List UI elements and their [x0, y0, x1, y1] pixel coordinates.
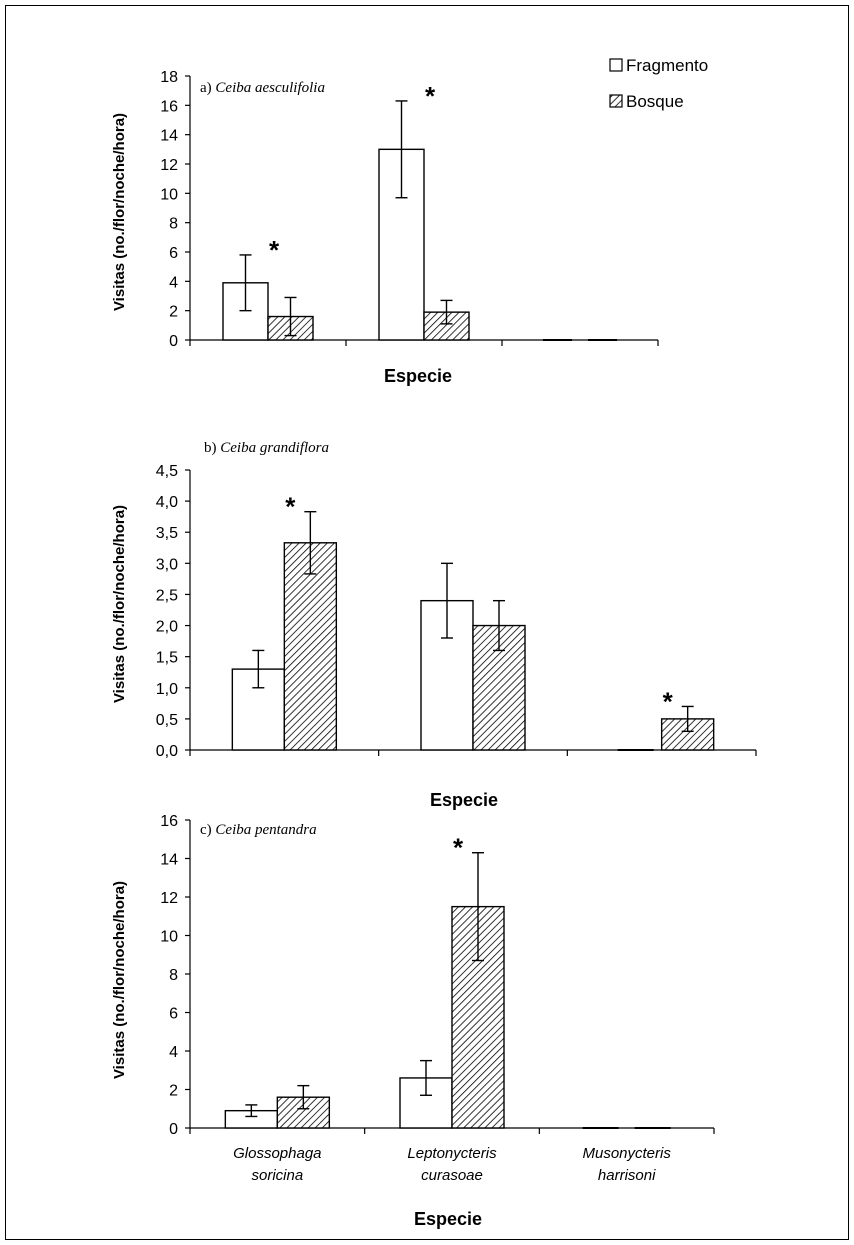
panel-letter: b): [204, 440, 217, 456]
legend-label-bosque: Bosque: [626, 92, 684, 111]
significance-star: *: [285, 492, 296, 522]
panel-b: b) Ceiba grandiflora Visitas (no./flor/n…: [111, 440, 756, 810]
panel-letter: c): [200, 822, 212, 838]
y-tick-label: 10: [160, 929, 178, 946]
panel-title: a) Ceiba aesculifolia: [200, 80, 325, 96]
y-axis-label: Visitas (no./flor/noche/hora): [111, 113, 128, 311]
x-category-label: Leptonycteris: [407, 1145, 497, 1162]
x-axis-label: Especie: [430, 790, 498, 810]
panel-c: c) Ceiba pentandra Visitas (no./flor/noc…: [111, 813, 714, 1229]
y-tick-label: 3,5: [156, 525, 178, 542]
y-tick-label: 12: [160, 157, 178, 174]
significance-star: *: [453, 833, 464, 863]
y-tick-label: 4: [169, 1044, 178, 1061]
significance-star: *: [269, 235, 280, 265]
y-tick-label: 1,0: [156, 681, 178, 698]
y-tick-label: 8: [169, 967, 178, 984]
y-tick-label: 3,0: [156, 556, 178, 573]
panel-title: b) Ceiba grandiflora: [204, 440, 329, 456]
x-axis-label: Especie: [384, 366, 452, 386]
x-category-label: Musonycteris: [582, 1145, 671, 1162]
y-tick-label: 2: [169, 304, 178, 321]
y-tick-label: 4,0: [156, 494, 178, 511]
y-tick-label: 1,5: [156, 650, 178, 667]
y-tick-label: 2: [169, 1083, 178, 1100]
legend-label-fragmento: Fragmento: [626, 56, 708, 75]
panel-letter: a): [200, 80, 212, 96]
y-tick-label: 4: [169, 274, 178, 291]
y-tick-label: 2,0: [156, 619, 178, 636]
panel-species: Ceiba pentandra: [215, 822, 316, 838]
y-tick-label: 16: [160, 98, 178, 115]
x-axis-label: Especie: [414, 1209, 482, 1229]
significance-star: *: [425, 81, 436, 111]
y-tick-label: 0: [169, 333, 178, 350]
y-tick-label: 14: [160, 128, 178, 145]
legend-swatch-bosque: [610, 95, 622, 107]
x-category-label: Glossophaga: [233, 1145, 321, 1162]
y-tick-label: 0,5: [156, 712, 178, 729]
panel-species: Ceiba grandiflora: [220, 440, 329, 456]
y-tick-label: 8: [169, 216, 178, 233]
y-axis-label: Visitas (no./flor/noche/hora): [111, 505, 128, 703]
y-tick-label: 10: [160, 186, 178, 203]
x-category-label: soricina: [251, 1167, 303, 1184]
panel-a: a) Ceiba aesculifolia Visitas (no./flor/…: [111, 69, 658, 386]
y-tick-label: 18: [160, 69, 178, 86]
x-category-label: harrisoni: [598, 1167, 656, 1184]
legend: Fragmento Bosque: [610, 56, 708, 111]
y-tick-label: 14: [160, 852, 178, 869]
y-tick-label: 4,5: [156, 463, 178, 480]
y-axis-label: Visitas (no./flor/noche/hora): [111, 881, 128, 1079]
y-tick-label: 12: [160, 890, 178, 907]
y-tick-label: 6: [169, 245, 178, 262]
y-tick-label: 0: [169, 1121, 178, 1138]
significance-star: *: [663, 686, 674, 716]
y-tick-label: 2,5: [156, 587, 178, 604]
x-category-label: curasoae: [421, 1167, 483, 1184]
panel-title: c) Ceiba pentandra: [200, 822, 317, 838]
y-tick-label: 0,0: [156, 743, 178, 760]
y-tick-label: 6: [169, 1006, 178, 1023]
panel-species: Ceiba aesculifolia: [215, 80, 325, 96]
legend-swatch-fragmento: [610, 59, 622, 71]
y-tick-label: 16: [160, 813, 178, 830]
